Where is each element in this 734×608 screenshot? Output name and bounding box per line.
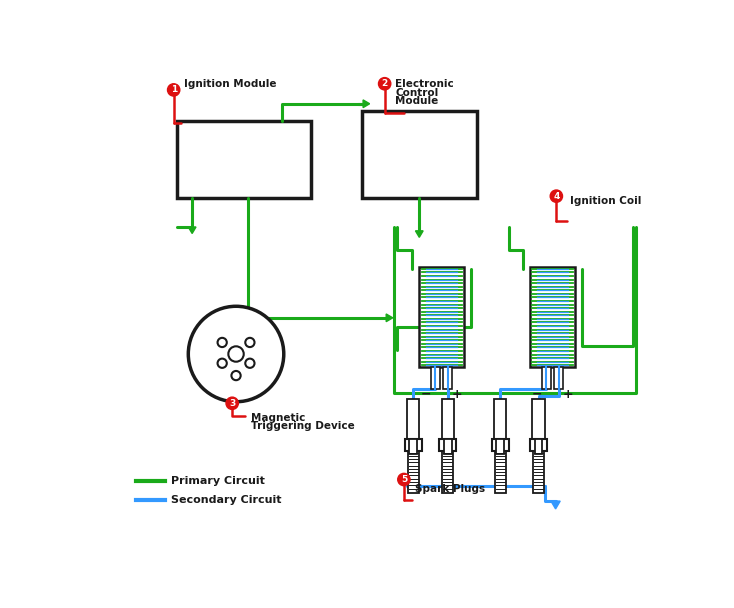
Circle shape: [231, 371, 241, 380]
Polygon shape: [189, 227, 196, 233]
Text: Ignition Module: Ignition Module: [184, 79, 277, 89]
Text: 1: 1: [170, 85, 177, 94]
Text: +: +: [562, 387, 573, 401]
Bar: [492, 439, 509, 451]
Circle shape: [228, 347, 244, 362]
Bar: [443, 367, 452, 389]
Circle shape: [167, 84, 180, 96]
Bar: [419, 267, 464, 367]
Polygon shape: [386, 314, 393, 322]
Bar: [407, 399, 419, 439]
Bar: [530, 439, 547, 451]
Circle shape: [245, 359, 255, 368]
Bar: [408, 451, 418, 493]
Bar: [431, 367, 440, 389]
Bar: [404, 439, 421, 451]
Text: Module: Module: [396, 96, 439, 106]
Bar: [554, 367, 563, 389]
Text: 4: 4: [553, 192, 559, 201]
Bar: [177, 121, 311, 198]
Circle shape: [245, 338, 255, 347]
Circle shape: [226, 397, 239, 409]
Bar: [440, 439, 457, 451]
Text: 5: 5: [401, 475, 407, 484]
Bar: [542, 367, 551, 389]
Bar: [532, 399, 545, 439]
Circle shape: [550, 190, 562, 202]
Circle shape: [217, 359, 227, 368]
Text: 3: 3: [229, 399, 236, 408]
Bar: [534, 451, 544, 493]
Text: Triggering Device: Triggering Device: [252, 421, 355, 431]
Bar: [496, 439, 504, 454]
Polygon shape: [363, 100, 370, 108]
Bar: [443, 451, 453, 493]
Bar: [362, 111, 477, 198]
Text: Magnetic: Magnetic: [252, 413, 306, 423]
Circle shape: [398, 474, 410, 486]
Circle shape: [189, 306, 284, 402]
Bar: [530, 267, 575, 367]
Text: Ignition Coil: Ignition Coil: [570, 196, 642, 206]
Text: −: −: [532, 387, 542, 401]
Bar: [535, 439, 542, 454]
Circle shape: [379, 78, 390, 90]
Bar: [410, 439, 417, 454]
Text: Control: Control: [396, 88, 439, 98]
Text: Secondary Circuit: Secondary Circuit: [171, 496, 282, 505]
Polygon shape: [551, 501, 560, 509]
Circle shape: [217, 338, 227, 347]
Text: Primary Circuit: Primary Circuit: [171, 476, 265, 486]
Bar: [494, 399, 506, 439]
Bar: [495, 451, 506, 493]
Text: Spark Plugs: Spark Plugs: [415, 484, 484, 494]
Text: +: +: [451, 387, 462, 401]
Text: −: −: [421, 387, 432, 401]
Polygon shape: [415, 231, 423, 237]
Text: Electronic: Electronic: [396, 79, 454, 89]
Bar: [442, 399, 454, 439]
Text: 2: 2: [382, 79, 388, 88]
Bar: [444, 439, 451, 454]
